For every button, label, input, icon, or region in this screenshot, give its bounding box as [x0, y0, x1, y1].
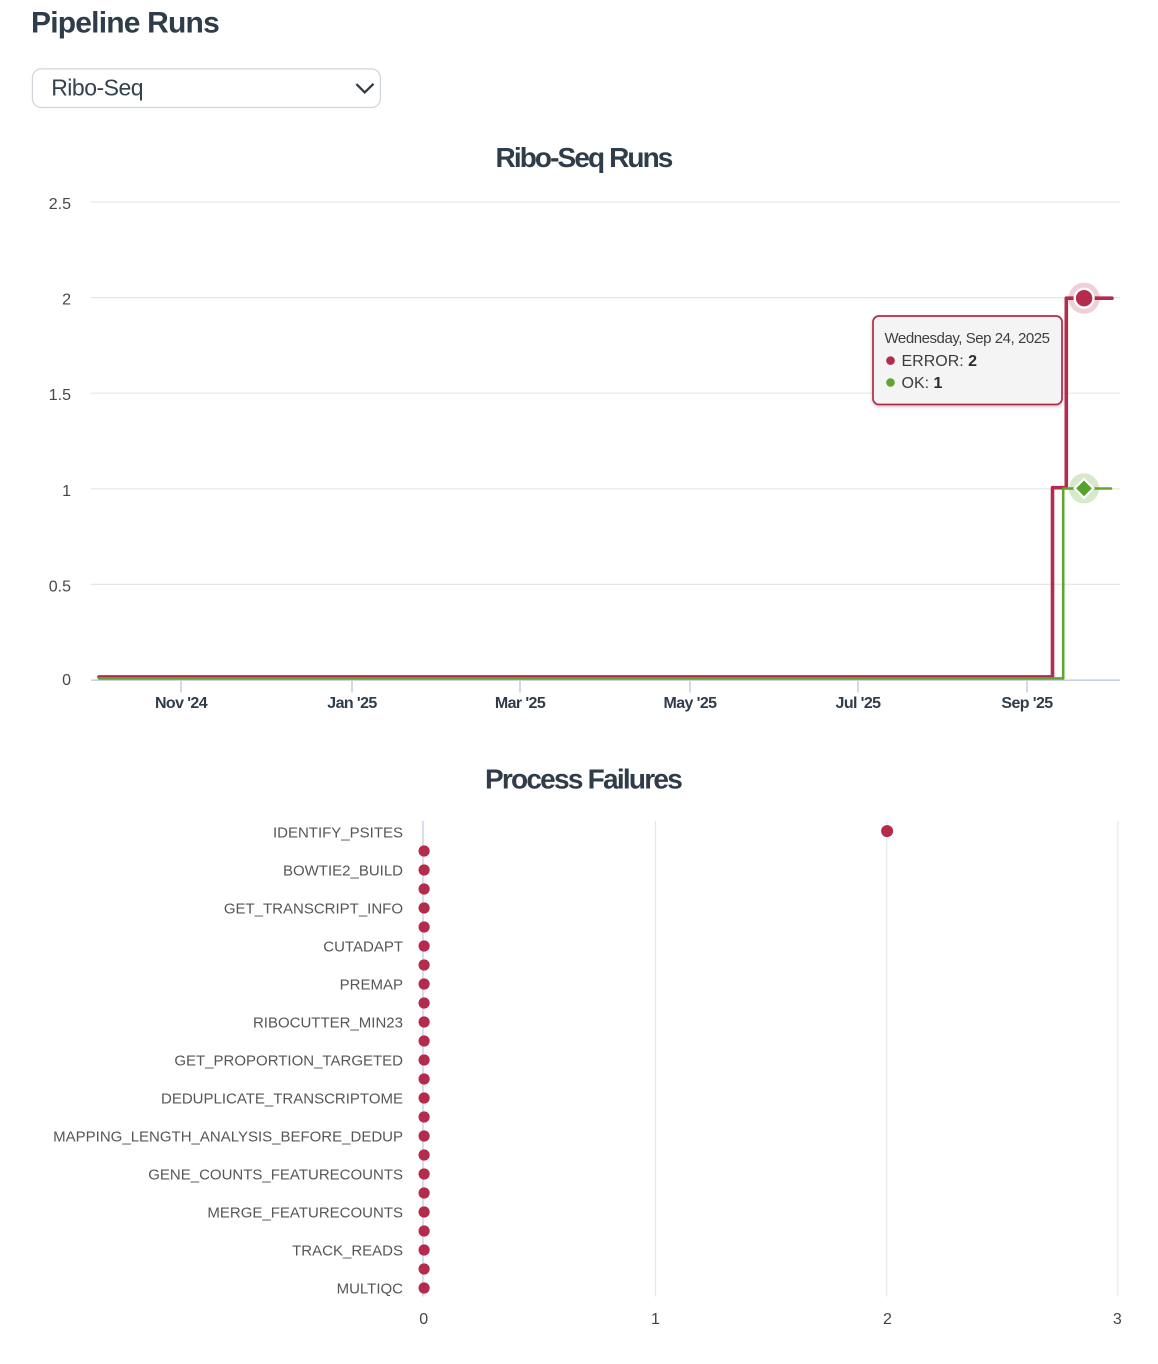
svg-text:Ribo-Seq Runs: Ribo-Seq Runs	[496, 142, 673, 173]
svg-text:GENE_COUNTS_FEATURECOUNTS: GENE_COUNTS_FEATURECOUNTS	[148, 1167, 403, 1184]
svg-text:1: 1	[651, 1311, 660, 1328]
svg-text:Mar '25: Mar '25	[495, 695, 546, 712]
svg-text:3: 3	[1113, 1311, 1122, 1328]
svg-text:MERGE_FEATURECOUNTS: MERGE_FEATURECOUNTS	[207, 1205, 403, 1222]
svg-text:0.5: 0.5	[49, 578, 71, 595]
svg-text:Jul '25: Jul '25	[836, 695, 882, 712]
svg-text:0: 0	[419, 1311, 428, 1328]
svg-text:2: 2	[883, 1311, 892, 1328]
svg-text:Nov '24: Nov '24	[155, 695, 208, 712]
svg-text:GET_TRANSCRIPT_INFO: GET_TRANSCRIPT_INFO	[224, 901, 403, 918]
svg-text:1: 1	[62, 483, 71, 500]
svg-text:TRACK_READS: TRACK_READS	[292, 1243, 403, 1260]
svg-text:DEDUPLICATE_TRANSCRIPTOME: DEDUPLICATE_TRANSCRIPTOME	[161, 1091, 403, 1108]
svg-text:0: 0	[62, 672, 71, 689]
svg-text:MAPPING_LENGTH_ANALYSIS_BEFORE: MAPPING_LENGTH_ANALYSIS_BEFORE_DEDUP	[53, 1129, 403, 1146]
svg-text:MULTIQC: MULTIQC	[337, 1281, 404, 1298]
svg-text:CUTADAPT: CUTADAPT	[323, 939, 403, 956]
svg-text:Pipeline Runs: Pipeline Runs	[31, 7, 219, 40]
svg-text:Ribo-Seq: Ribo-Seq	[51, 74, 143, 100]
svg-text:Sep '25: Sep '25	[1001, 695, 1053, 712]
svg-text:GET_PROPORTION_TARGETED: GET_PROPORTION_TARGETED	[174, 1053, 403, 1070]
svg-text:OK: 1: OK: 1	[902, 375, 943, 392]
svg-text:2: 2	[62, 292, 71, 309]
svg-text:ERROR: 2: ERROR: 2	[902, 353, 978, 370]
svg-text:May '25: May '25	[664, 695, 718, 712]
svg-text:IDENTIFY_PSITES: IDENTIFY_PSITES	[273, 825, 403, 842]
svg-text:Process Failures: Process Failures	[485, 764, 682, 795]
svg-text:Wednesday, Sep 24, 2025: Wednesday, Sep 24, 2025	[885, 330, 1050, 347]
svg-text:RIBOCUTTER_MIN23: RIBOCUTTER_MIN23	[253, 1015, 403, 1032]
svg-text:BOWTIE2_BUILD: BOWTIE2_BUILD	[283, 863, 403, 880]
svg-text:1.5: 1.5	[49, 387, 71, 404]
svg-text:2.5: 2.5	[49, 196, 71, 213]
svg-text:PREMAP: PREMAP	[340, 977, 403, 994]
svg-text:Jan '25: Jan '25	[327, 695, 377, 712]
